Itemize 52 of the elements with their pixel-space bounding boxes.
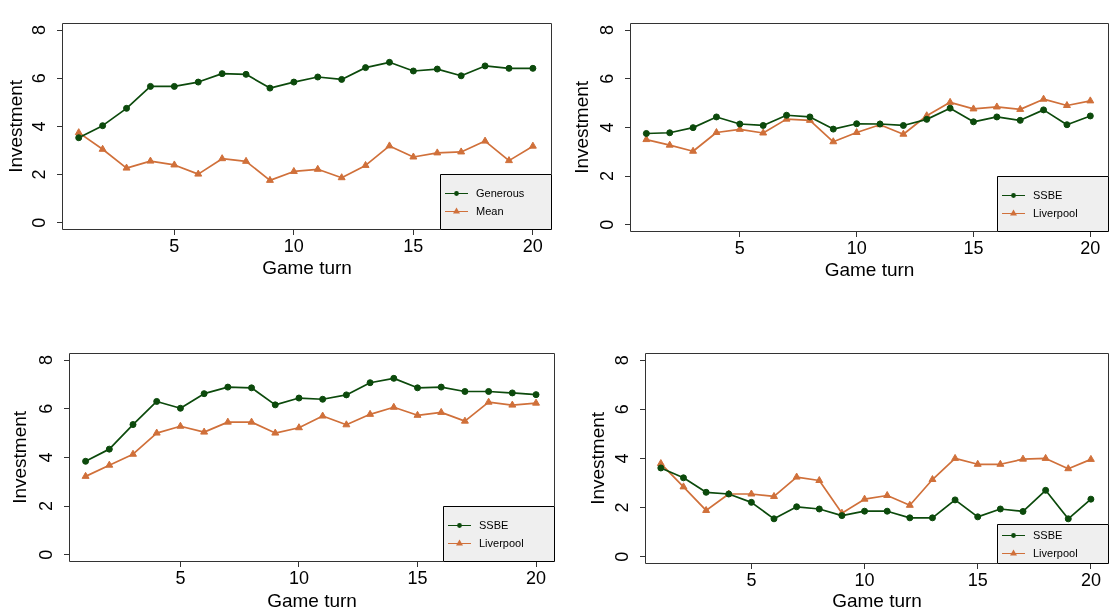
y-axis-title: Investment bbox=[4, 79, 26, 173]
legend-label: Liverpool bbox=[1033, 546, 1078, 559]
x-tick-label: 10 bbox=[288, 567, 309, 588]
x-axis-title: Game turn bbox=[832, 589, 922, 611]
y-axis-title: Investment bbox=[8, 410, 30, 504]
legend-label: Generous bbox=[476, 186, 525, 199]
x-tick-label: 15 bbox=[963, 237, 984, 258]
x-tick-label: 20 bbox=[526, 567, 547, 588]
x-tick-label: 15 bbox=[403, 235, 424, 256]
y-tick-label: 4 bbox=[611, 453, 632, 464]
y-tick-label: 8 bbox=[596, 25, 617, 36]
x-axis-title: Game turn bbox=[267, 589, 357, 611]
x-tick-label: 10 bbox=[854, 569, 875, 590]
y-tick-label: 0 bbox=[596, 219, 617, 230]
legend-label: SSBE bbox=[1033, 528, 1063, 541]
legend-label: SSBE bbox=[1033, 188, 1063, 201]
legend-label: Mean bbox=[476, 204, 504, 217]
y-tick-label: 0 bbox=[28, 217, 49, 228]
x-axis-title: Game turn bbox=[262, 256, 352, 278]
y-tick-label: 6 bbox=[28, 73, 49, 84]
y-tick-label: 4 bbox=[28, 121, 49, 132]
y-tick-label: 8 bbox=[28, 25, 49, 36]
y-tick-label: 6 bbox=[35, 403, 56, 414]
x-axis-title: Game turn bbox=[824, 258, 915, 280]
y-tick-label: 2 bbox=[596, 171, 617, 182]
y-tick-label: 8 bbox=[611, 355, 632, 366]
y-axis-title: Investment bbox=[586, 411, 608, 505]
legend-label: Liverpool bbox=[1033, 206, 1078, 219]
x-tick-label: 15 bbox=[967, 569, 988, 590]
x-tick-label: 5 bbox=[169, 235, 180, 256]
y-tick-label: 4 bbox=[596, 122, 617, 133]
x-tick-label: 20 bbox=[1080, 569, 1101, 590]
y-tick-label: 6 bbox=[596, 73, 617, 84]
y-axis-title: Investment bbox=[570, 80, 592, 174]
y-tick-label: 8 bbox=[35, 355, 56, 366]
x-tick-label: 20 bbox=[1080, 237, 1101, 258]
x-tick-label: 10 bbox=[283, 235, 304, 256]
legend-label: SSBE bbox=[479, 518, 509, 531]
x-tick-label: 20 bbox=[522, 235, 543, 256]
y-tick-label: 6 bbox=[611, 404, 632, 415]
y-tick-label: 2 bbox=[35, 501, 56, 512]
x-tick-label: 5 bbox=[734, 237, 745, 258]
y-tick-label: 0 bbox=[35, 549, 56, 560]
x-tick-label: 5 bbox=[746, 569, 757, 590]
y-tick-label: 0 bbox=[611, 551, 632, 562]
y-tick-label: 2 bbox=[28, 169, 49, 180]
y-tick-label: 2 bbox=[611, 502, 632, 513]
x-tick-label: 5 bbox=[175, 567, 186, 588]
y-tick-label: 4 bbox=[35, 452, 56, 463]
x-tick-label: 10 bbox=[846, 237, 867, 258]
legend-label: Liverpool bbox=[479, 536, 524, 549]
x-tick-label: 15 bbox=[407, 567, 428, 588]
